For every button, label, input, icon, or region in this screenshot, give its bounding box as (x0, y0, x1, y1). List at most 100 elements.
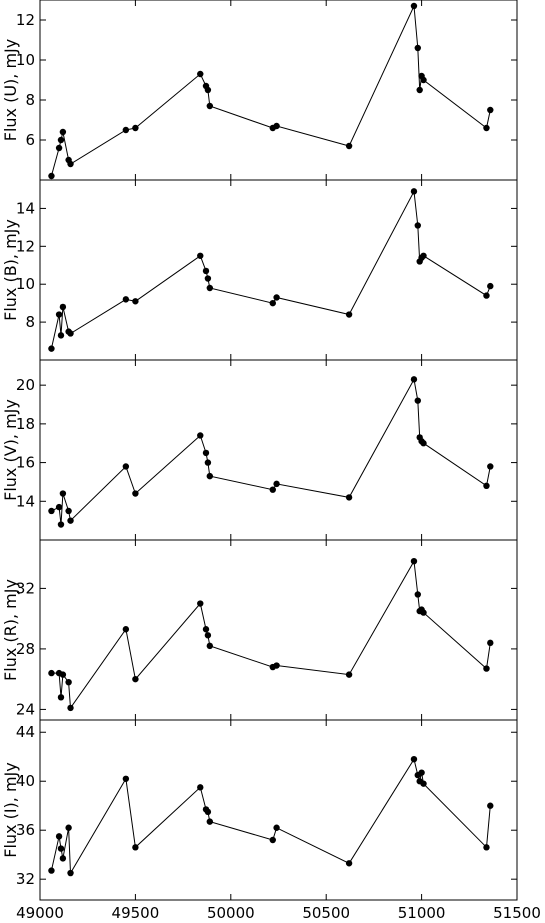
data-point (410, 557, 418, 565)
data-point (206, 818, 214, 825)
y-axis-label: Flux (R), mJy (1, 579, 20, 681)
data-point (132, 124, 139, 132)
series-line (50, 4, 491, 177)
data-point (206, 642, 214, 650)
data-point (487, 639, 494, 647)
data-point (202, 449, 210, 457)
data-point (55, 503, 63, 511)
data-point (410, 376, 418, 383)
y-tick-label: 16 (16, 454, 35, 472)
y-tick-label: 6 (25, 131, 35, 149)
data-point (57, 845, 65, 852)
data-point (48, 867, 55, 874)
data-point (122, 626, 130, 633)
data-point (487, 282, 494, 290)
data-point (420, 609, 427, 616)
y-axis-label: Flux (I), mJy (1, 762, 20, 858)
data-point (345, 494, 353, 501)
x-tick-label: 49500 (112, 904, 160, 922)
data-point (420, 780, 427, 787)
data-point (48, 669, 55, 677)
data-point (206, 284, 214, 292)
data-point (345, 311, 353, 318)
data-point (418, 769, 425, 776)
y-tick-label: 10 (16, 51, 35, 69)
y-tick-label: 10 (16, 275, 35, 293)
x-tick-label: 51000 (398, 904, 446, 922)
y-tick-label: 14 (16, 492, 35, 510)
data-point (59, 671, 67, 678)
data-point (132, 844, 139, 851)
data-point (57, 521, 65, 528)
data-point (48, 345, 55, 352)
y-tick-label: 8 (25, 313, 35, 331)
data-point (345, 142, 353, 150)
y-axis-label: Flux (B), mJy (1, 219, 20, 321)
data-point (487, 802, 494, 809)
y-axis-label: Flux (V), mJy (1, 399, 20, 501)
y-tick-label: 32 (16, 579, 35, 597)
data-point (414, 397, 421, 404)
y-tick-label: 14 (16, 199, 35, 217)
data-point (483, 292, 490, 299)
data-point (420, 76, 427, 84)
y-tick-label: 44 (16, 723, 35, 741)
data-point (483, 665, 490, 672)
data-point (273, 824, 280, 831)
y-tick-label: 40 (16, 772, 35, 790)
data-point (206, 102, 214, 110)
data-point (57, 694, 65, 701)
data-point (59, 128, 67, 136)
data-point (197, 252, 204, 259)
series-line (50, 757, 491, 875)
data-point (67, 704, 74, 712)
data-point (197, 432, 204, 439)
y-tick-label: 24 (16, 700, 35, 718)
data-point (197, 70, 204, 78)
data-point (483, 482, 490, 490)
data-point (204, 86, 212, 94)
data-point (273, 294, 280, 301)
y-axis-label: Flux (U), mJy (1, 39, 20, 141)
data-point (202, 626, 210, 633)
data-point (48, 172, 55, 180)
x-tick-label: 50500 (302, 904, 350, 922)
series-line (51, 559, 491, 710)
y-tick-label: 12 (16, 11, 35, 29)
data-point (55, 311, 63, 318)
data-point (59, 490, 67, 497)
data-point (273, 122, 280, 130)
data-point (410, 2, 418, 10)
data-point (122, 296, 130, 303)
data-point (65, 507, 72, 515)
data-point (132, 675, 139, 683)
data-point (483, 124, 490, 132)
data-point (487, 463, 494, 470)
data-point (67, 517, 74, 524)
data-point (204, 275, 212, 282)
data-point (206, 472, 214, 480)
y-tick-label: 32 (16, 870, 35, 888)
data-point (204, 808, 212, 816)
data-point (67, 869, 74, 877)
data-point (420, 440, 427, 447)
data-point (416, 86, 423, 94)
y-tick-label: 20 (16, 376, 35, 394)
series-line (50, 189, 491, 349)
panel-frame (39, 539, 518, 721)
data-point (122, 126, 130, 134)
data-point (132, 298, 139, 305)
panel-frame (39, 359, 518, 541)
data-point (410, 755, 418, 763)
data-point (414, 591, 421, 598)
data-point (204, 459, 212, 466)
y-tick-label: 12 (16, 237, 35, 255)
y-tick-label: 18 (16, 415, 35, 433)
data-point (55, 144, 63, 152)
data-point (57, 332, 65, 339)
data-point (132, 490, 139, 497)
data-point (197, 600, 204, 607)
data-point (67, 330, 74, 337)
data-point (269, 486, 276, 493)
